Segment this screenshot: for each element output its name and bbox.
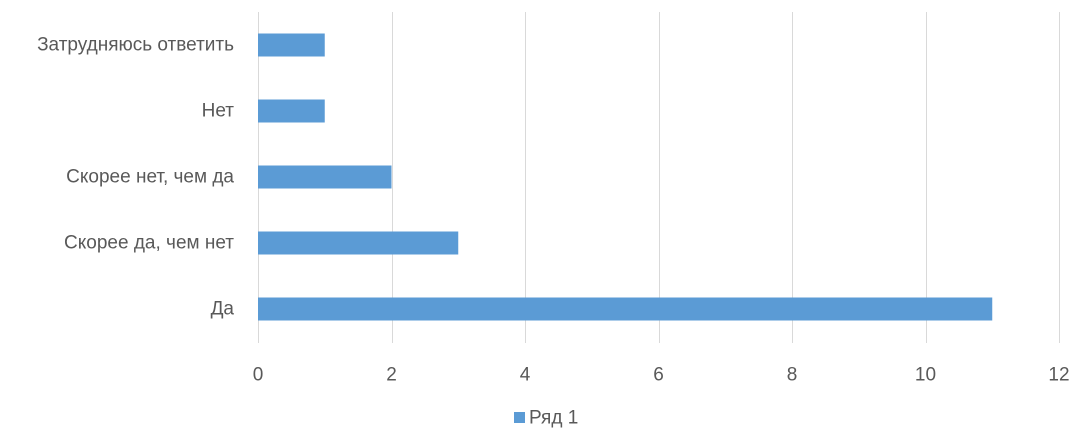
bars xyxy=(258,33,993,321)
x-axis-tick-labels: 0 2 4 6 8 10 12 xyxy=(253,365,1070,386)
category-labels: Затрудняюсь ответить Нет Скорее нет, чем д… xyxy=(37,35,234,320)
category-label-5: Да xyxy=(211,299,235,320)
category-label-1: Затрудняюсь ответить xyxy=(37,35,234,56)
bar-4 xyxy=(258,231,459,255)
category-label-3: Скорее нет, чем да xyxy=(66,167,234,188)
x-tick-label-0: 0 xyxy=(253,365,264,386)
x-tick-label-6: 6 xyxy=(653,365,664,386)
bar-2 xyxy=(258,99,325,123)
legend: Ряд 1 xyxy=(514,408,578,429)
x-tick-label-10: 10 xyxy=(915,365,936,386)
category-label-4: Скорее да, чем нет xyxy=(64,233,234,254)
x-tick-label-2: 2 xyxy=(386,365,397,386)
x-tick-label-12: 12 xyxy=(1048,365,1069,386)
x-tick-label-8: 8 xyxy=(787,365,798,386)
gridlines xyxy=(258,12,1060,343)
bar-1 xyxy=(258,33,325,57)
category-label-2: Нет xyxy=(202,101,235,122)
bar-5 xyxy=(258,297,993,321)
legend-swatch xyxy=(514,412,525,423)
legend-label: Ряд 1 xyxy=(529,408,578,429)
bar-3 xyxy=(258,165,392,189)
x-tick-label-4: 4 xyxy=(520,365,531,386)
